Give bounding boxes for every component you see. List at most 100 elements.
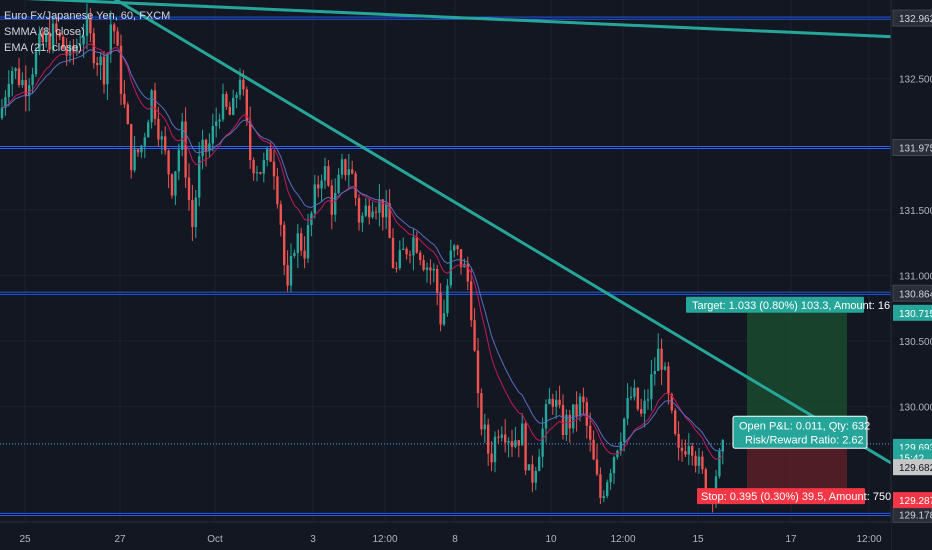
candle-body — [184, 121, 187, 178]
candle-body — [657, 348, 660, 372]
candle-body — [561, 404, 565, 435]
candle-body — [670, 394, 673, 411]
candle-body — [381, 199, 384, 218]
candle-body — [415, 237, 418, 253]
candle-body — [663, 366, 667, 370]
candle-body — [211, 126, 214, 144]
candle-body — [687, 446, 690, 455]
legend-smma: SMMA (8, close) — [4, 26, 85, 38]
candle-body — [507, 441, 510, 443]
candle-body — [201, 139, 204, 157]
candle-body — [425, 267, 429, 270]
candle-body — [473, 320, 476, 351]
candle-body — [541, 428, 544, 457]
candle-body — [544, 404, 548, 429]
candle-body — [65, 48, 68, 56]
candle-body — [500, 434, 503, 438]
candle-body — [646, 399, 650, 401]
candle-body — [429, 267, 432, 271]
candle-body — [623, 418, 626, 442]
candle-body — [157, 118, 160, 140]
candle-body — [606, 482, 609, 497]
candle-body — [92, 33, 95, 64]
candle-body — [28, 85, 31, 97]
candle-body — [354, 173, 357, 199]
price-tag: 130.715 — [899, 309, 932, 320]
candle-body — [208, 143, 211, 152]
candle-body — [51, 23, 55, 50]
smma-line — [1, 43, 724, 460]
candle-body — [11, 71, 14, 85]
candle-body — [289, 256, 293, 286]
candle-body — [459, 249, 463, 268]
candle-body — [442, 313, 446, 325]
candle-body — [283, 224, 286, 266]
trendlines — [25, 0, 893, 465]
candle-body — [599, 474, 602, 498]
candle-body — [194, 197, 197, 228]
candle-body — [119, 45, 123, 94]
ratio-label: Risk/Reward Ratio: 2.62 — [745, 434, 864, 446]
candle-body — [629, 396, 633, 399]
candle-body — [419, 252, 422, 260]
candle-body — [238, 79, 242, 95]
candle-body — [82, 35, 85, 45]
candle-body — [106, 53, 109, 85]
candle-body — [62, 36, 65, 49]
candle-body — [143, 137, 146, 146]
candle-body — [470, 281, 473, 321]
time-tick-label: 17 — [785, 534, 797, 545]
candle-body — [408, 254, 412, 256]
candle-body — [150, 90, 153, 123]
candle-body — [449, 250, 452, 286]
level-price-tag-bg — [892, 284, 932, 302]
candle-body — [538, 456, 541, 471]
candle-body — [126, 104, 129, 125]
price-tag-bg — [893, 304, 932, 321]
price-tag: 129.287 — [899, 496, 932, 507]
level-price-tag: 131.975 — [899, 144, 932, 155]
candle-body — [174, 171, 177, 196]
candle-body — [640, 409, 643, 414]
candle-body — [330, 185, 333, 215]
candle-body — [667, 366, 670, 395]
candle-body — [58, 32, 61, 37]
candle-body — [218, 119, 221, 122]
candle-body — [436, 268, 439, 293]
candle-body — [48, 32, 51, 50]
candle-body — [177, 149, 180, 172]
pnl-label-bg — [732, 415, 868, 449]
pnl-label: Open P&L: 0.011, Qty: 632 — [739, 420, 870, 432]
candle-body — [232, 97, 235, 115]
candle-body — [487, 424, 490, 454]
candle-body — [691, 446, 694, 456]
candle-body — [340, 159, 344, 175]
time-tick-label: 12:00 — [856, 534, 881, 545]
candle-body — [483, 424, 486, 430]
candle-body — [228, 106, 231, 115]
candle-body — [677, 433, 680, 448]
candle-body — [432, 268, 435, 271]
time-tick-label: 10 — [545, 534, 557, 545]
candle-body — [398, 249, 401, 268]
candle-body — [514, 440, 517, 447]
candle-body — [633, 387, 636, 397]
candle-body — [334, 192, 337, 215]
candle-body — [337, 174, 340, 193]
candle-body — [364, 205, 367, 216]
candle-body — [300, 233, 303, 251]
time-tick-label: 8 — [452, 534, 458, 545]
candle-body — [133, 149, 136, 171]
candle-body — [296, 233, 299, 253]
candle-body — [85, 17, 89, 36]
candle-body — [279, 204, 282, 225]
candle-body — [221, 94, 225, 120]
candle-body — [7, 84, 10, 98]
candle-body — [612, 457, 616, 474]
candle-body — [252, 159, 255, 174]
candle-body — [466, 263, 469, 282]
candle-body — [402, 248, 405, 250]
candle-body — [293, 252, 296, 257]
